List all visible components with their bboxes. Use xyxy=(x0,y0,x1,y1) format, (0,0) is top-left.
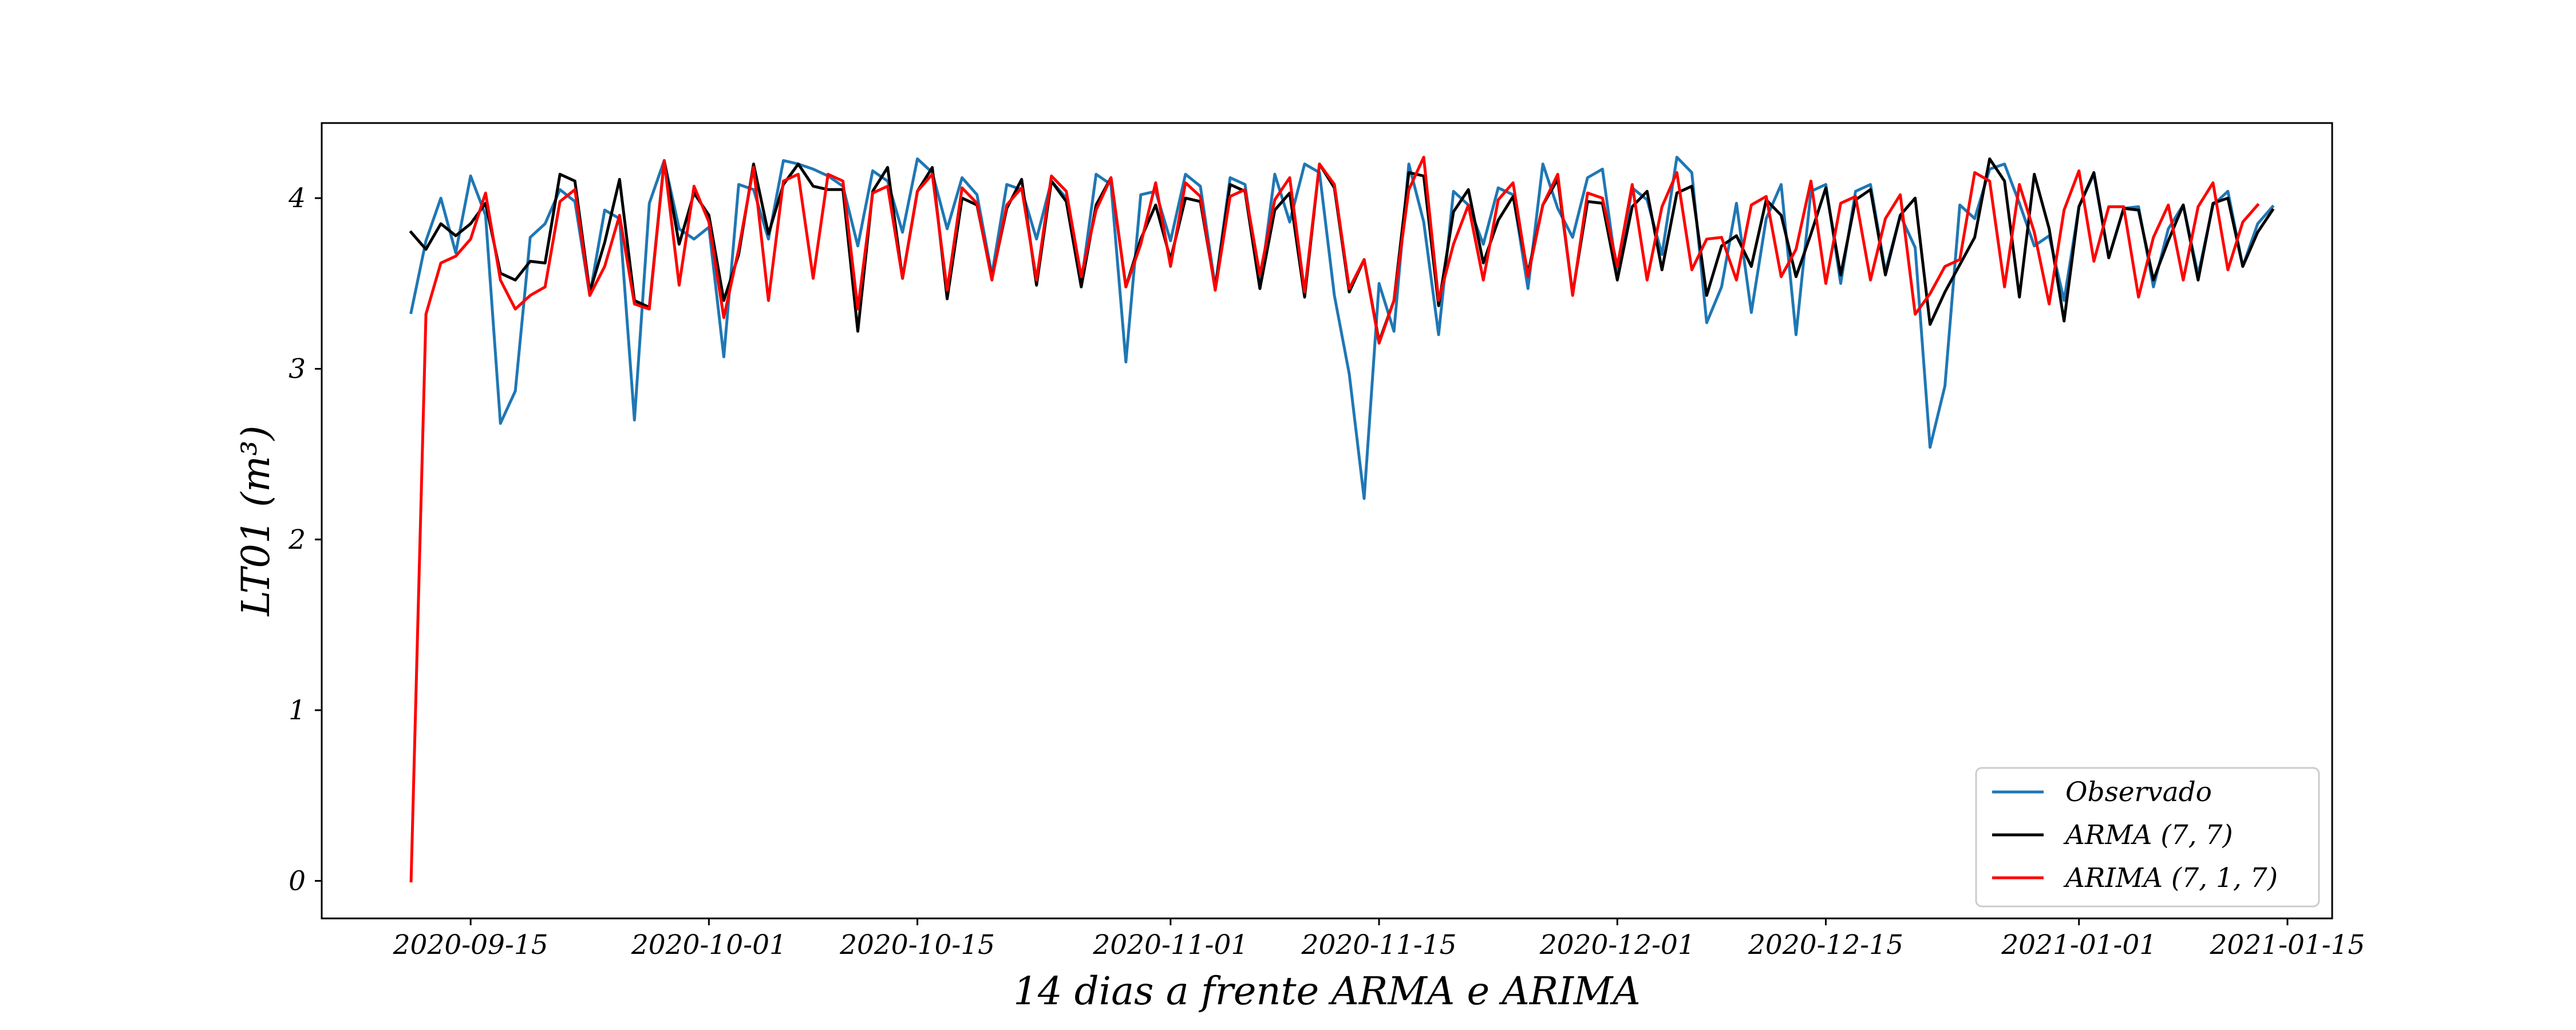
y-axis-label: LT01 (m³) xyxy=(234,426,278,617)
x-tick-label: 2020-10-15 xyxy=(839,929,995,961)
x-tick-label: 2020-12-01 xyxy=(1539,929,1695,961)
legend-label-1: ARMA (7, 7) xyxy=(2063,819,2233,851)
series-lines xyxy=(409,156,2275,882)
x-axis-label: 14 dias a frente ARMA e ARIMA xyxy=(1013,969,1641,1013)
y-tick-label: 0 xyxy=(289,865,306,897)
legend: Observado ARMA (7, 7) ARIMA (7, 1, 7) xyxy=(1975,767,2320,908)
series-line-1 xyxy=(409,157,2275,343)
legend-box xyxy=(1975,767,2320,908)
x-tick-label: 2020-10-01 xyxy=(631,929,787,961)
x-axis: 2020-09-15 2020-10-01 2020-10-15 2020-11-01… xyxy=(393,918,2365,961)
y-tick-label: 2 xyxy=(288,524,306,556)
series-line-2 xyxy=(409,156,2260,882)
y-axis: 0 1 2 3 4 xyxy=(288,183,322,897)
x-tick-label: 2021-01-15 xyxy=(2209,929,2365,961)
legend-label-0: Observado xyxy=(2065,777,2212,808)
x-tick-label: 2020-11-01 xyxy=(1092,929,1248,961)
plot-frame xyxy=(321,122,2333,920)
x-tick-label: 2020-11-15 xyxy=(1301,929,1457,961)
x-tick-label: 2020-12-15 xyxy=(1748,929,1903,961)
y-tick-label: 4 xyxy=(288,183,306,214)
x-tick-label: 2020-09-15 xyxy=(393,929,548,961)
series-line-0 xyxy=(409,156,2275,500)
x-tick-label: 2021-01-01 xyxy=(2001,929,2156,961)
y-tick-label: 1 xyxy=(289,695,306,726)
y-tick-label: 3 xyxy=(289,354,306,385)
legend-label-2: ARIMA (7, 1, 7) xyxy=(2063,862,2278,894)
